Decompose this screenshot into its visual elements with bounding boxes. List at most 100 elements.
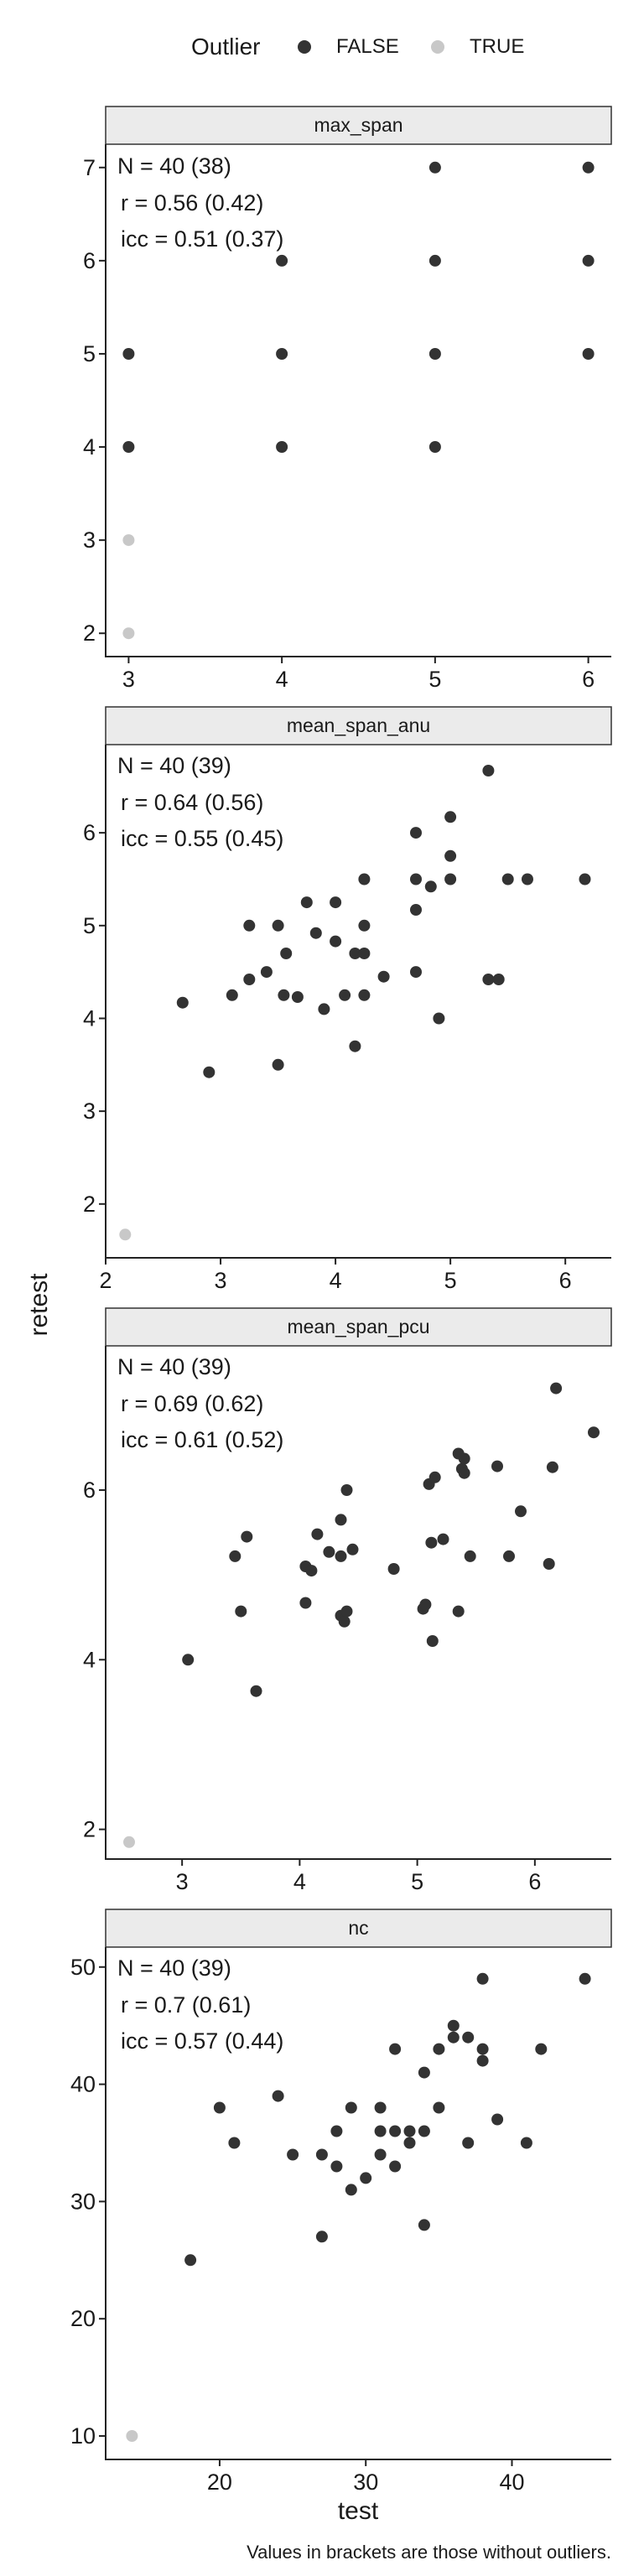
y-tick-label: 2 — [83, 1817, 96, 1842]
data-point — [418, 2219, 430, 2231]
data-point — [339, 989, 351, 1001]
data-point — [482, 765, 495, 776]
x-tick-label: 3 — [122, 667, 135, 692]
facet-strip — [105, 706, 612, 745]
x-tick-label: 4 — [293, 1869, 306, 1894]
data-point — [550, 1382, 563, 1394]
data-point — [338, 1615, 351, 1628]
facet-strip-label: nc — [348, 1917, 368, 1939]
data-point — [410, 873, 422, 886]
outlier-point — [122, 534, 135, 547]
data-point — [335, 1550, 347, 1562]
legend-key-false — [298, 40, 311, 54]
data-point — [276, 348, 288, 360]
data-point — [243, 974, 256, 985]
data-point — [476, 2054, 489, 2067]
axes: 2 4 6 3 4 5 6 — [83, 1346, 611, 1894]
annotation-r: r = 0.7 (0.61) — [121, 1992, 251, 2018]
data-point — [374, 2125, 387, 2137]
y-tick-label: 5 — [83, 341, 96, 366]
data-point — [403, 2137, 416, 2149]
data-point — [582, 254, 595, 267]
data-point — [425, 1536, 438, 1549]
data-point — [330, 896, 342, 909]
data-point — [491, 2113, 504, 2126]
annotation-n: N = 40 (39) — [117, 1955, 231, 1981]
data-point — [424, 880, 437, 893]
data-point — [389, 2160, 402, 2173]
data-point — [588, 1426, 600, 1439]
scatter-points — [126, 1972, 591, 2442]
y-tick-label: 3 — [83, 1098, 96, 1124]
data-point — [330, 2125, 343, 2137]
data-point — [229, 1550, 242, 1562]
data-point — [291, 991, 304, 1003]
x-tick-label: 20 — [207, 2470, 232, 2495]
data-point — [335, 1514, 347, 1526]
data-point — [387, 1563, 400, 1575]
data-point — [522, 873, 533, 886]
outlier-point — [119, 1228, 132, 1241]
data-point — [323, 1545, 335, 1558]
facet-max-span: max_span N = 40 (38) r = 0.56 (0.42) icc… — [83, 106, 612, 692]
scatter-points — [119, 765, 591, 1241]
y-tick-label: 4 — [83, 1647, 96, 1672]
annotation-icc: icc = 0.57 (0.44) — [121, 2028, 283, 2054]
data-point — [305, 1565, 318, 1577]
y-axis-title: retest — [25, 1273, 53, 1337]
facet-strip-label: max_span — [314, 114, 402, 136]
annotation-icc: icc = 0.51 (0.37) — [121, 226, 283, 252]
data-point — [330, 2160, 343, 2173]
data-point — [462, 2031, 475, 2044]
data-point — [250, 1685, 262, 1697]
data-point — [235, 1605, 247, 1618]
data-point — [122, 348, 135, 360]
data-point — [377, 970, 390, 983]
data-point — [374, 2101, 387, 2114]
data-point — [503, 1550, 515, 1562]
facet-nc: nc N = 40 (39) r = 0.7 (0.61) icc = 0.57… — [70, 1909, 612, 2495]
data-point — [491, 1460, 503, 1472]
outlier-point — [123, 1836, 135, 1848]
data-point — [176, 996, 189, 1009]
y-tick-label: 40 — [70, 2072, 96, 2097]
data-point — [278, 989, 290, 1001]
data-point — [437, 1533, 449, 1545]
y-tick-label: 3 — [83, 527, 96, 553]
data-point — [582, 161, 595, 174]
y-tick-label: 4 — [83, 434, 96, 460]
data-point — [182, 1654, 195, 1666]
data-point — [410, 827, 422, 839]
data-point — [272, 1058, 284, 1071]
data-point — [458, 1452, 470, 1465]
data-point — [458, 1467, 470, 1479]
data-point — [447, 2019, 460, 2032]
annotation-n: N = 40 (39) — [117, 753, 231, 778]
data-point — [276, 441, 288, 453]
y-tick-label: 20 — [70, 2306, 96, 2331]
data-point — [345, 2184, 357, 2196]
data-point — [476, 2043, 489, 2055]
outlier-point — [126, 2430, 138, 2442]
data-point — [418, 2066, 430, 2079]
data-point — [428, 348, 441, 360]
data-point — [272, 2090, 284, 2102]
legend-key-true — [431, 40, 444, 54]
data-point — [358, 948, 371, 959]
data-point — [358, 989, 371, 1001]
data-point — [515, 1505, 527, 1518]
x-tick-label: 30 — [353, 2470, 378, 2495]
data-point — [389, 2043, 402, 2055]
annotation-r: r = 0.64 (0.56) — [121, 790, 263, 815]
data-point — [433, 1012, 445, 1025]
data-point — [535, 2043, 548, 2055]
data-point — [349, 1040, 361, 1052]
legend-title: Outlier — [191, 34, 260, 60]
y-tick-label: 2 — [83, 621, 96, 646]
facet-strip — [105, 106, 612, 145]
facet-strip-label: mean_span_pcu — [287, 1316, 429, 1337]
facet-strip-label: mean_span_anu — [287, 714, 430, 736]
data-point — [360, 2172, 372, 2184]
data-point — [287, 2148, 299, 2161]
data-point — [452, 1605, 465, 1618]
